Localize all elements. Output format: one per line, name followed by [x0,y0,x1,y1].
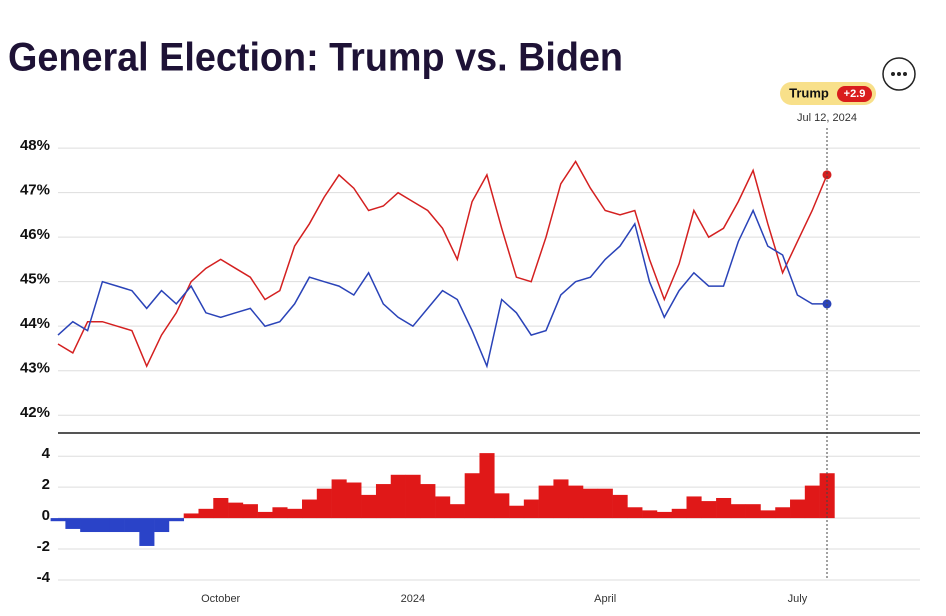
spread-bar [538,485,554,519]
dot [897,72,901,76]
spread-bar [375,484,392,519]
spread-bar [94,518,111,533]
spread-bar [597,488,613,519]
spread-bar [790,499,806,519]
date-label: Jul 12, 2024 [797,112,857,124]
spread-bar [154,518,170,533]
y-tick-label: -4 [37,569,51,586]
y-tick-label: 46% [20,226,50,243]
spread-bar [701,501,717,519]
spread-bar [775,507,791,519]
y-tick-label: 2 [42,476,50,493]
x-tick-label: 2024 [401,593,425,605]
y-tick-label: 45% [20,271,50,288]
spread-bar [509,505,525,519]
spread-bar [730,504,746,519]
more-button[interactable] [882,57,916,91]
spread-bar [819,473,835,519]
spread-bar [124,518,140,533]
dot [903,72,907,76]
spread-bar [287,508,303,519]
spread-bar [716,497,732,519]
spread-bar [50,518,66,522]
title: General Election: Trump vs. Biden [8,36,623,80]
spread-bar [642,510,658,519]
spread-bar [494,493,510,519]
y-tick-label: 47% [20,182,50,199]
spread-bar [582,488,599,519]
spread-bar [272,507,288,519]
spread-bar [671,508,687,519]
spread-bar [464,473,480,519]
spread-bar [479,453,495,519]
spread-bar [331,479,347,519]
y-tick-label: 0 [42,507,50,524]
y-tick-label: 42% [20,404,50,421]
end-dot [822,299,832,309]
spread-bar [760,510,776,519]
spread-bar [302,499,318,519]
spread-bar [316,488,332,519]
spread-bar [242,504,258,519]
spread-bar [523,499,539,519]
x-tick-label: October [201,593,240,605]
end-dot [822,170,832,180]
spread-bar [405,474,421,519]
y-tick-label: 48% [20,137,50,154]
spread-bar [420,484,436,519]
spread-bar [612,494,628,519]
badge-pill [837,86,872,102]
spread-bar [228,502,244,519]
spread-bar [804,485,820,519]
spread-bar [568,485,584,519]
spread-bar [627,507,643,519]
y-tick-label: 4 [42,445,51,462]
dot [891,72,895,76]
spread-bar [168,518,185,522]
spread-bar [139,518,155,546]
spread-bar [435,496,451,519]
y-tick-label: 44% [20,315,50,332]
spread-bar [553,479,569,519]
spread-bar [745,504,761,519]
spread-bar [80,518,96,533]
series-line [57,208,827,369]
spread-bar [213,497,229,519]
x-tick-label: July [788,593,808,605]
spread-bar [183,513,199,519]
y-tick-label: 43% [20,360,50,377]
badge-leader: Trump [789,85,829,100]
spread-bar [390,474,406,519]
badge-spread: +2.9 [844,88,866,100]
spread-bar [109,518,125,533]
spread-bar [656,511,673,519]
spread-bar [198,508,214,519]
spread-bar [346,482,362,519]
spread-bar [686,496,702,519]
spread-bar [257,511,273,519]
y-tick-label: -2 [37,538,50,555]
spread-bar [65,518,81,529]
spread-bar [449,504,465,519]
spread-bar [361,494,377,519]
x-tick-label: April [594,593,616,605]
